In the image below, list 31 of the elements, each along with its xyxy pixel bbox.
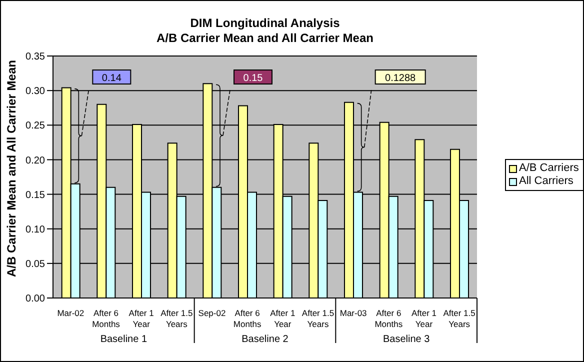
x-tick-label: Mar-03	[340, 308, 368, 318]
text: Baseline 3	[382, 334, 430, 345]
annotation: 0.1288	[385, 73, 416, 84]
y-tick-label: 0.00	[26, 294, 46, 305]
annotation: 0.15	[243, 73, 264, 84]
y-tick-label: 0.35	[26, 52, 46, 63]
legend-label: A/B Carriers	[519, 162, 579, 175]
y-tick-label: 0.10	[26, 224, 46, 236]
x-tick-label: After 6 Months	[374, 308, 403, 329]
annotation: 0.14	[102, 73, 122, 84]
x-tick-label: After 1.5 Years	[302, 308, 334, 329]
text: Baseline 1	[100, 334, 148, 345]
x-tick-label: After 1.5 Years	[443, 308, 476, 329]
x-tick-label: After 6 Months	[233, 308, 262, 329]
x-tick-label: Mar-02	[57, 308, 84, 318]
y-tick-label: 0.05	[26, 258, 46, 270]
x-tick-label: Sep-02	[198, 308, 226, 318]
text: Baseline 2	[242, 334, 289, 345]
chart-subtitle: A/B Carrier Mean and All Carrier Mean	[156, 31, 374, 46]
y-tick-label: 0.30	[26, 86, 46, 98]
y-axis-title: A/B Carrier Mean and All Carrier Mean	[4, 60, 18, 277]
y-tick-label: 0.15	[26, 190, 46, 201]
x-tick-label: After 1 Year	[270, 308, 296, 329]
x-tick-label: After 6 Months	[92, 308, 120, 329]
y-tick-label: 0.25	[26, 120, 46, 132]
legend-label: All Carriers	[519, 175, 574, 188]
y-tick-label: 0.20	[26, 155, 46, 166]
chart-title: DIM Longitudinal Analysis	[189, 16, 341, 31]
x-tick-label: After 1 Year	[128, 308, 154, 329]
x-tick-label: After 1 Year	[411, 308, 437, 329]
x-tick-label: After 1.5 Years	[160, 308, 193, 329]
